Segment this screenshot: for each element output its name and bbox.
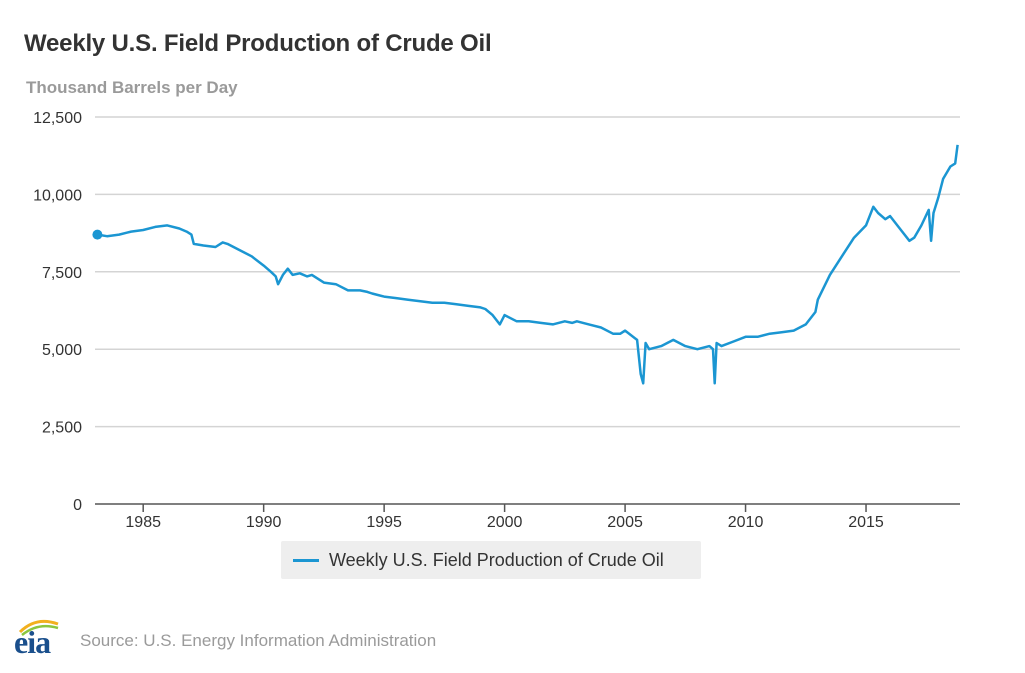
y-tick-label: 0 xyxy=(73,497,82,514)
eia-logo-text: eia xyxy=(14,624,51,660)
series-line-crude-oil[interactable] xyxy=(97,144,959,385)
x-tick-label: 1985 xyxy=(125,514,161,531)
series-start-marker[interactable] xyxy=(92,229,103,240)
x-tick-label: 1990 xyxy=(246,514,282,531)
series-group xyxy=(92,144,959,385)
x-tick-label: 2015 xyxy=(848,514,884,531)
eia-logo-icon xyxy=(18,619,59,636)
legend-label: Weekly U.S. Field Production of Crude Oi… xyxy=(329,549,664,570)
x-axis: 1985 1990 1995 2000 2005 2010 2015 xyxy=(95,503,960,531)
chart-title: Weekly U.S. Field Production of Crude Oi… xyxy=(24,30,492,57)
y-axis-ticks: 0 2,500 5,000 7,500 10,000 12,500 xyxy=(33,110,82,514)
x-tick-label: 2010 xyxy=(728,514,764,531)
y-tick-label: 7,500 xyxy=(42,265,82,282)
x-tick-label: 1995 xyxy=(366,514,402,531)
y-tick-label: 5,000 xyxy=(42,342,82,359)
gridlines xyxy=(95,116,960,428)
legend-swatch xyxy=(293,558,319,562)
y-axis-label: Thousand Barrels per Day xyxy=(26,78,238,97)
y-tick-label: 2,500 xyxy=(42,420,82,437)
x-tick-label: 2005 xyxy=(607,514,643,531)
legend[interactable]: Weekly U.S. Field Production of Crude Oi… xyxy=(281,541,701,579)
source-note: Source: U.S. Energy Information Administ… xyxy=(80,631,437,650)
x-tick-label: 2000 xyxy=(487,514,523,531)
y-tick-label: 12,500 xyxy=(33,110,82,127)
eia-logo: eia xyxy=(14,616,66,660)
y-tick-label: 10,000 xyxy=(33,187,82,204)
